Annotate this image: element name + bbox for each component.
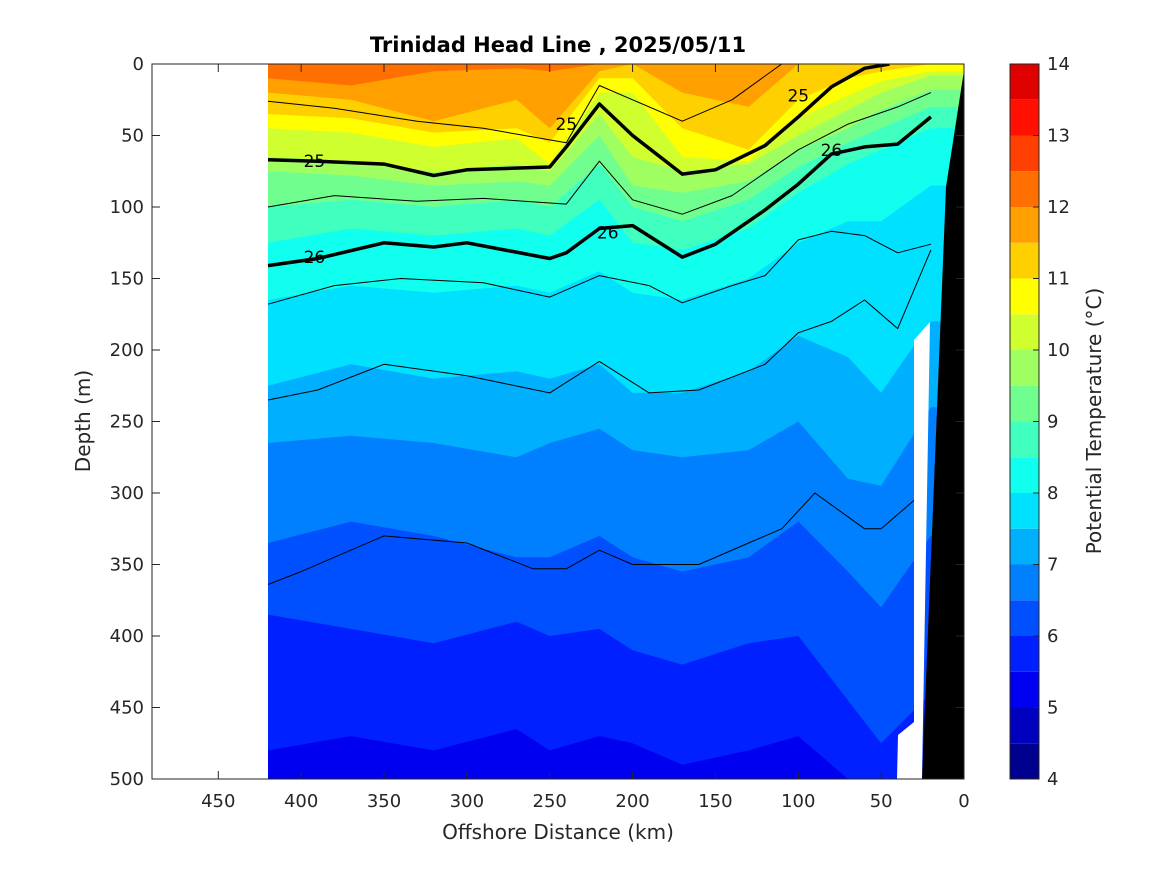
- colorbar-tick-label: 9: [1047, 412, 1058, 433]
- colorbar-swatch: [1010, 493, 1039, 529]
- y-tick-label: 0: [133, 54, 144, 75]
- colorbar-swatch: [1010, 314, 1039, 350]
- colorbar-swatch: [1010, 207, 1039, 243]
- x-axis-label: Offshore Distance (km): [442, 820, 674, 844]
- colorbar-tick-label: 12: [1047, 197, 1070, 218]
- colorbar-tick-label: 14: [1047, 54, 1070, 75]
- colorbar-tick-label: 6: [1047, 626, 1058, 647]
- colorbar-tick-label: 13: [1047, 126, 1070, 147]
- plot-area: 25 25 25 26 26 26: [151, 63, 965, 780]
- colorbar-swatch: [1010, 242, 1039, 279]
- colorbar-swatch: [1010, 385, 1039, 422]
- contour-line-thin-6: [267, 492, 915, 585]
- colorbar-tick-label: 11: [1047, 269, 1070, 290]
- contour-label-26-0: 26: [304, 248, 326, 268]
- y-tick-label: 350: [110, 555, 144, 576]
- contour-line-26: [267, 115, 933, 268]
- x-tick-label: 0: [958, 791, 969, 812]
- contour-label-26-2: 26: [821, 141, 843, 161]
- y-tick-label: 450: [110, 698, 144, 719]
- colorbar: 4 5 6 7 8 9 10 11 12 13 14: [1009, 54, 1070, 790]
- x-tick-label: 200: [615, 791, 649, 812]
- colorbar-swatch: [1010, 171, 1039, 207]
- y-tick-label: 50: [121, 126, 144, 147]
- land-layer: [897, 70, 964, 779]
- y-tick-label: 400: [110, 626, 144, 647]
- colorbar-swatch: [1010, 457, 1039, 493]
- colorbar-swatch: [1010, 636, 1039, 672]
- x-tick-label: 100: [781, 791, 815, 812]
- contour-label-25-0: 25: [304, 152, 326, 172]
- contour-line-25: [267, 64, 890, 178]
- y-tick-label: 250: [110, 412, 144, 433]
- x-tick-label: 350: [367, 791, 401, 812]
- x-tick-label: 250: [533, 791, 567, 812]
- colorbar-tick-label: 4: [1047, 769, 1058, 790]
- contour-label-25-2: 25: [787, 86, 809, 106]
- y-axis-label: Depth (m): [71, 370, 95, 472]
- colorbar-tick-label: 8: [1047, 483, 1058, 504]
- colorbar-swatch: [1010, 600, 1039, 636]
- y-tick-label: 100: [110, 197, 144, 218]
- contour-line-thin-5: [267, 249, 932, 401]
- x-tick-label: 50: [870, 791, 893, 812]
- contour-line-thin-2: [267, 64, 915, 144]
- colorbar-swatch: [1010, 743, 1039, 779]
- contour-label-25-1: 25: [555, 115, 577, 135]
- y-axis: 0 50 100 150 200 250 300 350 400 450 500: [110, 54, 964, 790]
- colorbar-tick-label: 10: [1047, 340, 1070, 361]
- colorbar-tick-label: 5: [1047, 698, 1058, 719]
- contour-line-thin-3: [267, 92, 932, 215]
- y-tick-label: 150: [110, 269, 144, 290]
- colorbar-swatch: [1010, 707, 1039, 744]
- temp-band-t-11-5: [268, 64, 964, 129]
- x-tick-label: 150: [698, 791, 732, 812]
- x-tick-label: 400: [284, 791, 318, 812]
- colorbar-swatch: [1010, 64, 1039, 100]
- bottom-mask: [897, 322, 930, 779]
- x-axis: 450 400 350 300 250 200 150 100 50 0: [201, 64, 970, 812]
- y-tick-label: 200: [110, 340, 144, 361]
- contour-label-26-1: 26: [597, 224, 619, 244]
- colorbar-swatch: [1010, 135, 1039, 172]
- colorbar-tick-label: 7: [1047, 555, 1058, 576]
- y-tick-label: 300: [110, 483, 144, 504]
- colorbar-swatch: [1010, 99, 1039, 136]
- y-tick-label: 500: [110, 769, 144, 790]
- contour-line-layer: 25 25 25 26 26 26: [267, 64, 933, 585]
- colorbar-swatch: [1010, 564, 1039, 601]
- colorbar-swatch: [1010, 528, 1039, 565]
- colorbar-swatch: [1010, 278, 1039, 315]
- colorbar-swatch: [1010, 671, 1039, 708]
- colorbar-label: Potential Temperature (°C): [1082, 288, 1106, 555]
- land-mask: [922, 70, 964, 779]
- temperature-fill-layer: [268, 64, 964, 779]
- contour-line-thin-4: [267, 230, 932, 305]
- colorbar-swatch: [1010, 421, 1039, 458]
- x-tick-label: 450: [201, 791, 235, 812]
- chart-title: Trinidad Head Line , 2025/05/11: [370, 33, 746, 57]
- x-tick-label: 300: [450, 791, 484, 812]
- temp-band-t-12: [268, 64, 964, 86]
- colorbar-swatch: [1010, 350, 1039, 386]
